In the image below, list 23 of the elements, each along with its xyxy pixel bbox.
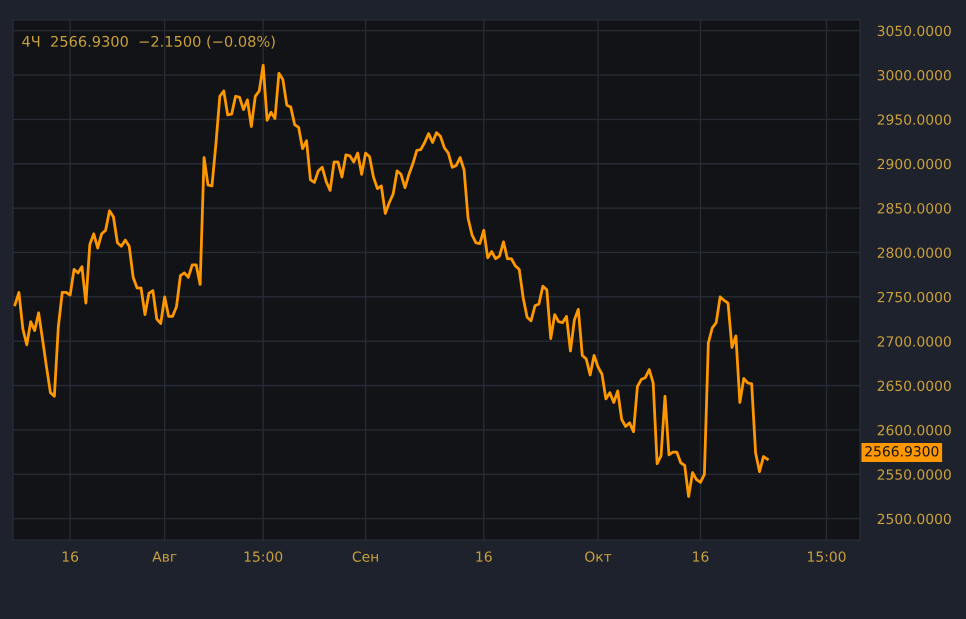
y-tick-label: 2650.0000 [878, 380, 951, 392]
y-tick-label: 2900.0000 [878, 158, 951, 170]
text: 2566.9300 [865, 446, 938, 457]
y-tick-label: 2750.0000 [878, 292, 951, 302]
x-tick-label: Авг [152, 552, 176, 562]
line-series [14, 64, 769, 498]
x-tick-label: 16 [62, 551, 78, 562]
text: 4Ч 2566.9300 −2.1500 (−0.08%) [22, 36, 275, 49]
y-tick-label: 2600.0000 [878, 424, 951, 436]
y-tick-label: 2500.0000 [878, 514, 951, 524]
x-tick-label: 16 [476, 551, 492, 562]
x-tick-label: 15:00 [808, 551, 846, 562]
y-tick-label: 2850.0000 [878, 203, 951, 214]
x-tick-label: 15:00 [244, 551, 282, 562]
y-tick-label: 2800.0000 [878, 247, 951, 258]
y-tick-label: 3000.0000 [878, 70, 951, 80]
y-tick-label: 2550.0000 [878, 469, 951, 480]
y-tick-label: 3050.0000 [878, 26, 951, 36]
x-tick-label: Сен [352, 551, 378, 562]
y-tick-label: 2950.0000 [878, 114, 951, 125]
x-tick-label: Окт [585, 551, 612, 562]
y-tick-label: 2700.0000 [878, 336, 951, 347]
x-tick-label: 16 [693, 551, 708, 562]
